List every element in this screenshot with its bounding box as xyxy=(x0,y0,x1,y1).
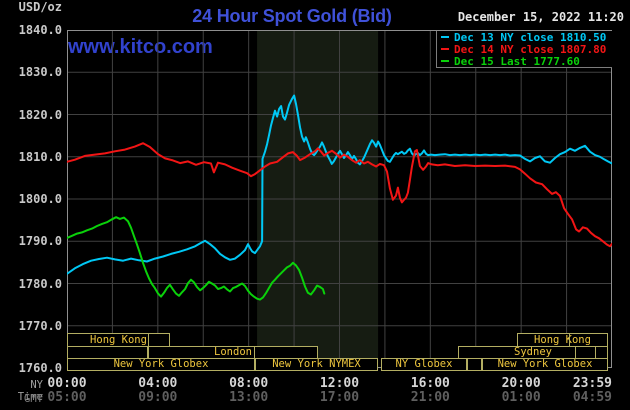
x-tick-ny: 16:00 xyxy=(410,376,450,391)
page-title: 24 Hour Spot Gold (Bid) xyxy=(192,6,392,26)
session-label: Hong Kong xyxy=(90,334,147,346)
legend-item: Dec 14 NY close 1807.80 xyxy=(437,44,612,56)
unit-label: USD/oz xyxy=(18,0,62,14)
session-label: New York Globex xyxy=(113,358,209,370)
legend-item: Dec 15 Last 1777.60 xyxy=(437,56,612,68)
legend-label: Dec 13 NY close 1810.50 xyxy=(454,31,607,44)
legend-swatch xyxy=(441,60,449,62)
legend-label: Dec 14 NY close 1807.80 xyxy=(454,43,607,56)
session-label: London xyxy=(214,346,252,358)
x-tick-gmt: 04:59 xyxy=(572,390,612,405)
x-tick-ny: 00:00 xyxy=(47,376,87,391)
session-label: NY Globex xyxy=(395,358,453,370)
y-tick-label: 1800.0 xyxy=(18,192,62,206)
legend-item: Dec 13 NY close 1810.50 xyxy=(437,32,612,44)
x-tick-gmt: 05:00 xyxy=(47,390,87,405)
y-tick-label: 1840.0 xyxy=(18,23,62,37)
y-tick-label: 1790.0 xyxy=(18,234,62,249)
x-tick-ny: 20:00 xyxy=(501,376,541,391)
session-box-new-york-globex: New York Globex xyxy=(482,358,608,371)
legend: Dec 13 NY close 1810.50 Dec 14 NY close 1… xyxy=(436,31,612,68)
x-tick-ny: 12:00 xyxy=(319,376,360,391)
y-tick-label: 1760.0 xyxy=(18,361,62,375)
session-box-ny-globex: NY Globex xyxy=(381,358,467,371)
legend-swatch xyxy=(441,48,449,50)
session-label: New York NYMEX xyxy=(272,358,361,370)
session-divider xyxy=(254,347,255,358)
session-box-new-york-globex: New York Globex xyxy=(67,358,255,371)
session-box xyxy=(467,358,482,371)
session-label: Hong Kong xyxy=(534,334,591,346)
x-tick-ny: 08:00 xyxy=(229,376,269,391)
session-divider xyxy=(148,334,149,346)
y-tick-label: 1820.0 xyxy=(18,107,62,122)
x-tick-ny: 23:59 xyxy=(572,376,612,391)
y-tick-label: 1780.0 xyxy=(18,276,62,291)
x-tick-gmt: 13:00 xyxy=(229,390,269,405)
session-box-new-york-nymex: New York NYMEX xyxy=(255,358,378,371)
kitco-watermark-link[interactable]: www.kitco.com xyxy=(68,36,213,58)
session-divider xyxy=(569,334,570,346)
x-tick-gmt: 17:00 xyxy=(319,390,360,405)
session-divider xyxy=(575,347,576,358)
x-tick-gmt: 09:00 xyxy=(138,390,178,405)
x-tick-gmt: 21:00 xyxy=(410,390,450,405)
y-tick-label: 1830.0 xyxy=(18,65,62,80)
x-tick-ny: 04:00 xyxy=(138,376,178,391)
session-divider xyxy=(595,347,596,358)
gmt-axis-label: GMT xyxy=(24,393,43,405)
session-box-hong-kong: Hong Kong xyxy=(67,333,170,347)
series-line-dec-15 xyxy=(67,216,326,301)
session-label: Sydney xyxy=(514,346,552,358)
series-line-dec-14 xyxy=(67,142,612,248)
legend-label: Dec 15 Last 1777.60 xyxy=(454,55,580,68)
y-tick-label: 1770.0 xyxy=(18,318,62,333)
session-box-hong-kong: Hong Kong xyxy=(517,333,608,347)
y-tick-label: 1810.0 xyxy=(18,149,62,164)
plot-area xyxy=(67,30,612,368)
date-label: December 15, 2022 11:20 xyxy=(457,10,624,24)
ny-time-axis-label: NY Time xyxy=(17,379,43,403)
legend-swatch xyxy=(441,36,449,38)
x-tick-gmt: 01:00 xyxy=(501,390,541,405)
series-line-dec-13 xyxy=(67,94,612,275)
session-label: New York Globex xyxy=(497,358,593,370)
